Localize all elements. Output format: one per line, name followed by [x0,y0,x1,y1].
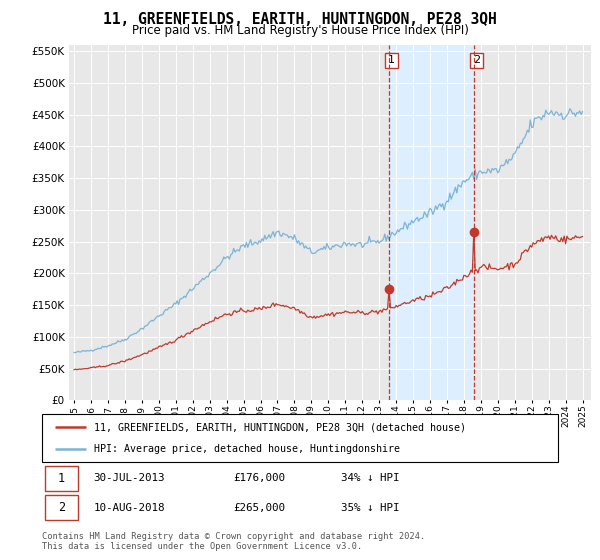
Text: 11, GREENFIELDS, EARITH, HUNTINGDON, PE28 3QH: 11, GREENFIELDS, EARITH, HUNTINGDON, PE2… [103,12,497,27]
Text: HPI: Average price, detached house, Huntingdonshire: HPI: Average price, detached house, Hunt… [94,444,400,454]
FancyBboxPatch shape [44,466,78,491]
Text: 11, GREENFIELDS, EARITH, HUNTINGDON, PE28 3QH (detached house): 11, GREENFIELDS, EARITH, HUNTINGDON, PE2… [94,422,466,432]
Text: 1: 1 [388,55,395,66]
Text: 2: 2 [58,501,65,514]
Text: 30-JUL-2013: 30-JUL-2013 [94,473,165,483]
Text: £176,000: £176,000 [233,473,285,483]
Text: Contains HM Land Registry data © Crown copyright and database right 2024.
This d: Contains HM Land Registry data © Crown c… [42,532,425,552]
FancyBboxPatch shape [44,496,78,520]
Text: 10-AUG-2018: 10-AUG-2018 [94,503,165,513]
Text: 1: 1 [58,472,65,485]
Text: £265,000: £265,000 [233,503,285,513]
Text: 2: 2 [473,55,481,66]
FancyBboxPatch shape [42,414,558,462]
Text: Price paid vs. HM Land Registry's House Price Index (HPI): Price paid vs. HM Land Registry's House … [131,24,469,37]
Text: 35% ↓ HPI: 35% ↓ HPI [341,503,400,513]
Bar [389,45,474,400]
Text: 34% ↓ HPI: 34% ↓ HPI [341,473,400,483]
